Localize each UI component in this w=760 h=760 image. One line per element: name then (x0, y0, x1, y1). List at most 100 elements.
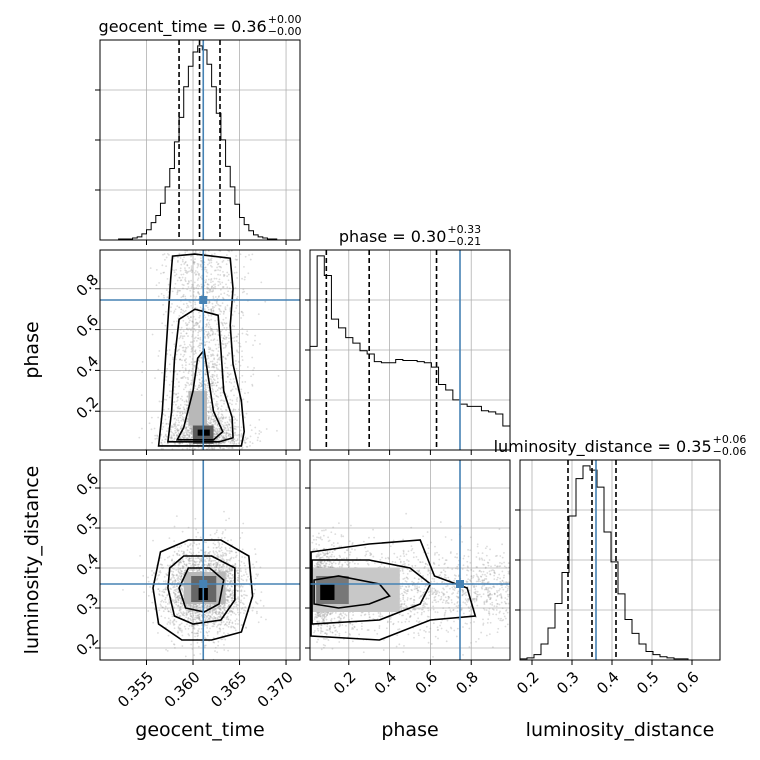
sample-point (208, 323, 211, 326)
sample-point (162, 448, 164, 450)
sample-point (179, 560, 182, 563)
sample-point (221, 436, 224, 439)
sample-point (236, 297, 238, 300)
contour-level-3 (175, 348, 224, 441)
sample-point (212, 332, 215, 334)
sample-point (218, 564, 221, 566)
sample-point (461, 588, 464, 591)
sample-point (185, 409, 188, 412)
sample-point (489, 592, 492, 595)
sample-point (177, 550, 180, 552)
sample-point (217, 396, 220, 398)
sample-point (185, 612, 188, 614)
sample-point (198, 384, 201, 386)
sample-point (186, 272, 188, 275)
sample-point (208, 370, 211, 373)
sample-point (231, 590, 234, 593)
sample-point (185, 604, 188, 607)
sample-point (188, 300, 191, 303)
sample-point (186, 437, 189, 439)
sample-point (206, 382, 209, 385)
sample-point (211, 410, 213, 413)
sample-point (214, 562, 216, 565)
sample-point (254, 577, 257, 580)
sample-point (226, 372, 229, 375)
sample-point (224, 357, 227, 360)
sample-point (364, 613, 367, 616)
sample-point (168, 555, 171, 558)
sample-point (214, 608, 217, 611)
sample-point (177, 571, 180, 574)
sample-point (168, 599, 171, 601)
sample-point (151, 574, 154, 577)
sample-point (177, 407, 180, 410)
sample-point (234, 287, 237, 289)
sample-point (181, 399, 184, 402)
sample-point (187, 429, 190, 432)
sample-point (197, 570, 200, 572)
sample-point (203, 382, 206, 385)
sample-point (184, 569, 186, 572)
sample-point (216, 632, 219, 635)
sample-point (222, 435, 225, 437)
sample-point (225, 554, 227, 557)
sample-point (196, 614, 199, 617)
sample-point (217, 563, 219, 565)
sample-point (218, 607, 221, 610)
sample-point (172, 623, 175, 626)
sample-point (410, 570, 412, 573)
sample-point (165, 648, 167, 651)
sample-point (205, 323, 208, 326)
sample-point (177, 429, 180, 432)
sample-point (197, 632, 200, 635)
sample-point (192, 627, 195, 630)
sample-point (204, 384, 207, 386)
sample-point (222, 441, 225, 443)
sample-point (179, 328, 182, 331)
sample-point (231, 581, 234, 584)
sample-point (215, 431, 218, 434)
sample-point (216, 424, 219, 427)
sample-point (207, 333, 209, 336)
sample-point (241, 585, 244, 588)
sample-point (214, 283, 217, 286)
sample-point (238, 577, 241, 580)
sample-point (209, 360, 212, 363)
sample-point (188, 327, 191, 330)
sample-point (196, 635, 199, 638)
sample-point (216, 432, 219, 435)
sample-point (190, 569, 193, 571)
sample-point (241, 277, 243, 280)
sample-point (226, 602, 228, 605)
sample-point (226, 570, 229, 573)
sample-point (205, 323, 208, 326)
sample-point (246, 334, 249, 336)
sample-point (211, 307, 214, 310)
sample-point (182, 434, 185, 437)
sample-point (213, 370, 216, 373)
sample-point (199, 608, 202, 611)
sample-point (217, 442, 220, 445)
sample-point (189, 319, 191, 322)
sample-point (169, 354, 172, 356)
sample-point (210, 308, 213, 310)
sample-point (166, 252, 169, 255)
sample-point (212, 447, 214, 450)
sample-point (452, 588, 455, 591)
sample-point (227, 649, 230, 652)
sample-point (234, 629, 237, 632)
sample-point (181, 590, 184, 593)
sample-point (199, 549, 202, 552)
density-luminosity_distance-vs-phase (310, 512, 510, 658)
sample-point (226, 569, 229, 571)
sample-point (168, 349, 171, 351)
sample-point (216, 631, 219, 634)
sample-point (323, 552, 325, 555)
sample-point (194, 318, 197, 321)
sample-point (198, 344, 201, 347)
sample-point (230, 607, 233, 609)
sample-point (204, 383, 207, 386)
sample-point (140, 394, 143, 397)
sample-point (168, 363, 171, 366)
sample-point (189, 560, 192, 562)
